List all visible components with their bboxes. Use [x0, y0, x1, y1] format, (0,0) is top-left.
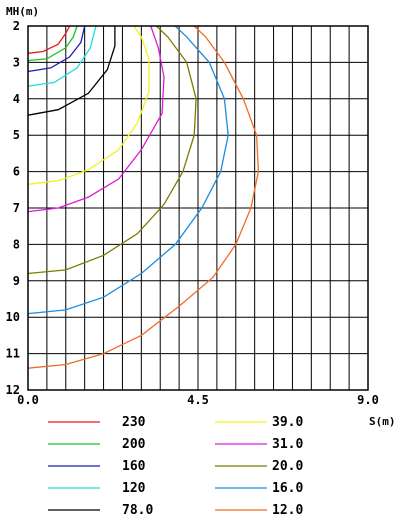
contour-curves	[27, 25, 260, 369]
contour-line-120	[27, 25, 97, 87]
legend-label: 78.0	[122, 503, 153, 518]
contour-line-160	[27, 25, 86, 73]
contour-line-39.0	[27, 25, 150, 185]
y-tick-label: 6	[13, 165, 20, 179]
plot-border	[27, 25, 369, 391]
legend-label: 12.0	[272, 503, 303, 518]
y-tick-label: 2	[13, 19, 20, 33]
y-tick-label: 7	[13, 201, 20, 215]
y-tick-label: 5	[13, 128, 20, 142]
legend: 230 200 160 120 78.0 39.0 31.0 20.0 16.0 12.0	[48, 415, 303, 518]
legend-label: 31.0	[272, 437, 303, 452]
legend-label: 16.0	[272, 481, 303, 496]
contour-line-78.0	[27, 26, 116, 116]
plot-frame	[27, 25, 369, 391]
legend-label: 160	[122, 459, 146, 474]
contour-line-230	[27, 25, 71, 54]
legend-label: 20.0	[272, 459, 303, 474]
legend-label: 39.0	[272, 415, 303, 430]
x-tick-label: 9.0	[357, 393, 379, 407]
contour-line-20.0	[27, 25, 197, 275]
y-tick-label: 8	[13, 237, 20, 251]
grid-lines	[28, 26, 368, 390]
x-tick-label: 0.0	[17, 393, 39, 407]
contour-line-31.0	[27, 25, 165, 213]
x-tick-label: 4.5	[187, 393, 209, 407]
y-tick-label: 12	[6, 383, 20, 397]
contour-line-16.0	[27, 25, 229, 315]
x-axis-label: S(m)	[369, 415, 396, 428]
legend-label: 230	[122, 415, 146, 430]
y-tick-label: 4	[13, 92, 20, 106]
legend-label: 200	[122, 437, 146, 452]
contour-line-200	[27, 25, 78, 62]
legend-label: 120	[122, 481, 146, 496]
y-tick-label: 11	[6, 347, 20, 361]
y-tick-label: 10	[6, 310, 20, 324]
y-tick-label: 3	[13, 55, 20, 69]
contour-line-12.0	[27, 25, 260, 369]
y-tick-label: 9	[13, 274, 20, 288]
tick-labels: 2 3 4 5 6 7 8 9 10 11 120.0 4.5 9.0	[6, 19, 379, 407]
y-axis-label: MH(m)	[6, 5, 39, 18]
